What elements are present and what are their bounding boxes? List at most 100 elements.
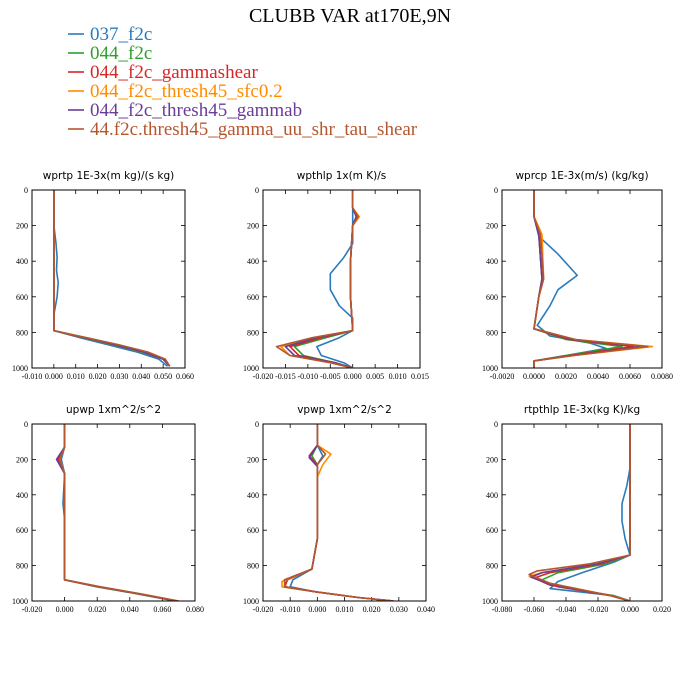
y-tick-label: 600: [247, 526, 259, 535]
legend-label: 044_f2c: [90, 43, 152, 64]
legend: 037_f2c044_f2c044_f2c_gammashear044_f2c_…: [68, 24, 418, 140]
series-line: [533, 424, 631, 601]
series-line: [280, 190, 361, 368]
series-line: [315, 190, 354, 368]
y-tick-label: 200: [486, 455, 498, 464]
legend-entry: 044_f2c_thresh45_sfc0.2: [68, 81, 283, 102]
y-tick-label: 1000: [12, 597, 28, 606]
y-tick-label: 1000: [243, 364, 259, 373]
series-line: [53, 190, 169, 367]
x-tick-label: 0.030: [110, 372, 128, 381]
panel-title: wpthlp 1x(m K)/s: [297, 170, 387, 182]
series-line: [53, 190, 171, 367]
plot-frame: [262, 423, 427, 602]
x-tick-label: 0.0000: [523, 372, 545, 381]
chart-panel: wprtp 1E-3x(m kg)/(s kg) 0 200 400 600 800 100…: [12, 170, 194, 381]
plot-frame: [262, 189, 421, 369]
x-tick-label: 0.060: [176, 372, 194, 381]
x-tick-label: 0.000: [344, 372, 362, 381]
series-group: [533, 190, 654, 368]
legend-label: 044_f2c_gammashear: [90, 62, 258, 83]
chart-panel: rtpthlp 1E-3x(kg K)/kg02004006008001000-…: [482, 404, 671, 614]
x-tick-label: -0.040: [556, 605, 577, 614]
x-tick-label: 0.000: [56, 605, 74, 614]
x-tick-label: 0.050: [154, 372, 172, 381]
x-tick-label: -0.010: [22, 372, 43, 381]
x-tick-label: -0.080: [492, 605, 513, 614]
y-tick-label: 800: [16, 328, 28, 337]
series-line: [53, 190, 171, 367]
series-group: [275, 190, 361, 368]
y-tick-label: 1000: [243, 597, 259, 606]
x-tick-label: -0.0020: [490, 372, 515, 381]
x-tick-label: 0.020: [88, 605, 106, 614]
x-tick-label: -0.060: [524, 605, 545, 614]
series-line: [58, 424, 179, 601]
x-tick-label: 0.080: [186, 605, 204, 614]
series-line: [53, 190, 171, 367]
y-tick-label: 800: [16, 562, 28, 571]
legend-entry: 044_f2c: [68, 43, 152, 64]
x-tick-label: 0.005: [366, 372, 384, 381]
legend-entry: 44.f2c.thresh45_gamma_uu_shr_tau_shear: [68, 119, 418, 140]
x-tick-label: 0.020: [363, 605, 381, 614]
y-tick-label: 400: [16, 257, 28, 266]
y-tick-label: 600: [486, 293, 498, 302]
y-tick-label: 600: [16, 293, 28, 302]
series-line: [289, 424, 394, 601]
series-line: [60, 424, 176, 601]
plot-frame: [31, 423, 196, 602]
x-tick-label: 0.040: [132, 372, 150, 381]
y-tick-label: 800: [486, 328, 498, 337]
y-tick-label: 800: [486, 562, 498, 571]
panel-title: wprtp 1E-3x(m kg)/(s kg): [43, 170, 174, 182]
y-tick-label: 600: [247, 293, 259, 302]
series-group: [53, 190, 171, 367]
y-tick-label: 200: [16, 455, 28, 464]
chart-panel: upwp 1xm^2/s^2 0 200 400 600 800 1000-0.020 0.0…: [12, 404, 204, 614]
x-tick-label: 0.000: [621, 605, 639, 614]
panels: wprtp 1E-3x(m kg)/(s kg) 0 200 400 600 800 100…: [12, 170, 673, 614]
series-line: [53, 190, 171, 367]
x-tick-label: 0.010: [67, 372, 85, 381]
y-tick-label: 600: [486, 526, 498, 535]
x-tick-label: -0.020: [253, 372, 274, 381]
y-tick-label: 1000: [482, 597, 498, 606]
y-tick-label: 0: [494, 420, 498, 429]
x-tick-label: 0.015: [411, 372, 429, 381]
y-tick-label: 400: [16, 491, 28, 500]
y-tick-label: 200: [247, 455, 259, 464]
series-line: [283, 424, 394, 601]
panel-title: vpwp 1xm^2/s^2: [297, 404, 392, 416]
series-group: [281, 424, 394, 601]
y-tick-label: 600: [16, 526, 28, 535]
x-tick-label: -0.020: [588, 605, 609, 614]
series-group: [528, 424, 631, 601]
y-tick-label: 0: [24, 186, 28, 195]
plot-frame: [31, 189, 186, 369]
x-tick-label: 0.030: [390, 605, 408, 614]
x-tick-label: -0.015: [275, 372, 296, 381]
chart-panel: vpwp 1xm^2/s^2 0 200 400 600 800 1000-0.020 -0.…: [243, 404, 435, 614]
legend-label: 044_f2c_thresh45_sfc0.2: [90, 81, 283, 102]
series-group: [55, 424, 179, 601]
series-line: [57, 424, 178, 601]
x-tick-label: 0.060: [153, 605, 171, 614]
plot-frame: [501, 423, 663, 602]
y-tick-label: 0: [255, 420, 259, 429]
figure-title: CLUBB VAR at170E,9N: [249, 5, 451, 27]
x-tick-label: -0.010: [280, 605, 301, 614]
y-tick-label: 200: [486, 222, 498, 231]
y-tick-label: 800: [247, 562, 259, 571]
panel-title: upwp 1xm^2/s^2: [66, 404, 161, 416]
y-tick-label: 1000: [482, 364, 498, 373]
y-tick-label: 800: [247, 328, 259, 337]
series-line: [533, 190, 649, 368]
y-tick-label: 400: [486, 491, 498, 500]
x-tick-label: 0.0040: [587, 372, 609, 381]
series-line: [55, 424, 178, 601]
series-line: [58, 424, 176, 601]
y-tick-label: 1000: [12, 364, 28, 373]
x-tick-label: 0.040: [417, 605, 435, 614]
